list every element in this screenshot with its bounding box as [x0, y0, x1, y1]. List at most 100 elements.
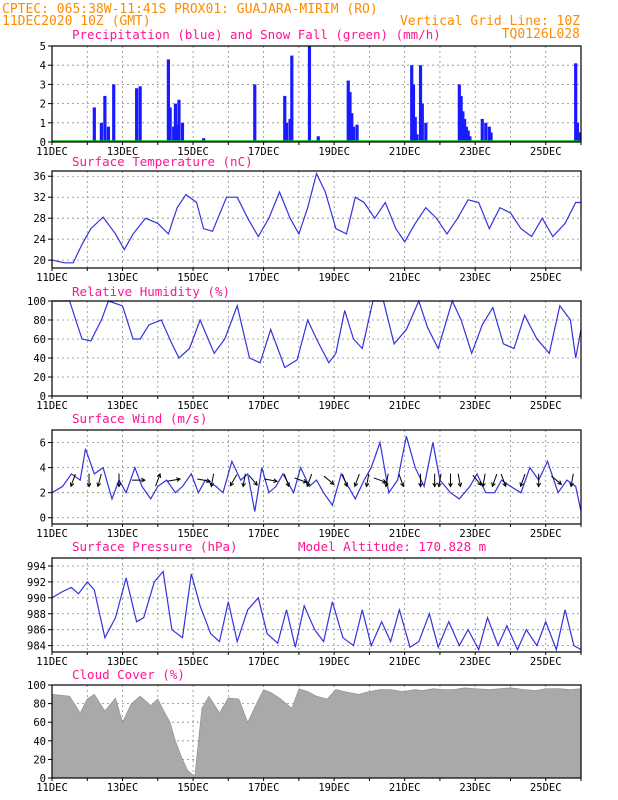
precip-bar	[457, 84, 461, 142]
precip-bar	[351, 126, 356, 142]
precip-bar	[420, 103, 424, 142]
wind-arrow-head	[69, 482, 75, 488]
wind-arrow	[432, 473, 437, 488]
x-tick-label: 23DEC	[459, 782, 491, 794]
wind-arrow-head	[229, 481, 235, 487]
precip-bar	[355, 124, 359, 142]
y-tick-label: 988	[27, 609, 46, 621]
y-tick-label: 984	[27, 641, 46, 653]
y-tick-label: 0	[40, 513, 46, 525]
x-tick-label: 23DEC	[459, 146, 491, 158]
wind-arrow	[131, 477, 146, 483]
x-tick-label: 17DEC	[248, 528, 280, 540]
wind-arrow-head	[400, 482, 405, 488]
x-tick-label: 19DEC	[318, 656, 350, 668]
wind-arrow	[283, 473, 290, 488]
panel-2: Surface Temperature (nC) 20 24 28 32 36 11DEC 1…	[33, 154, 582, 284]
wind-arrow	[342, 473, 349, 488]
x-tick-label: 17DEC	[248, 146, 280, 158]
header-location: CPTEC: 065:38W-11:41S PROX01: GUAJARA-MI…	[2, 2, 378, 17]
precip-bar	[307, 46, 312, 142]
y-tick-label: 40	[33, 353, 46, 365]
precip-bar	[415, 134, 419, 142]
x-tick-label: 11DEC	[36, 782, 68, 794]
wind-arrow	[551, 475, 563, 485]
wind-arrow	[398, 473, 405, 488]
precip-bar	[463, 118, 467, 142]
y-tick-label: 20	[33, 754, 46, 766]
wind-arrow-shaft	[210, 473, 215, 487]
panel-frame	[51, 45, 582, 143]
wind-arrow-head	[96, 482, 102, 488]
precip-bar	[410, 65, 414, 142]
y-tick-label: 60	[33, 334, 46, 346]
wind-arrow-shaft	[342, 473, 348, 487]
y-tick-label: 80	[33, 699, 46, 711]
panel-title: Precipitation (blue) and Snow Fall (gree…	[72, 27, 441, 42]
wind-arrow-shaft	[438, 473, 442, 487]
wind-arrow	[264, 478, 279, 484]
wind-arrow-shaft	[197, 478, 211, 482]
wind-arrow-head	[519, 482, 524, 488]
wind-arrow-shaft	[264, 478, 278, 482]
precip-bar	[466, 130, 470, 142]
panel-title: Surface Pressure (hPa)	[72, 539, 238, 554]
precip-bar	[283, 95, 287, 142]
precip-bar	[459, 95, 463, 142]
x-tick-label: 19DEC	[318, 146, 350, 158]
precip-bar	[348, 92, 352, 142]
x-tick-label: 19DEC	[318, 400, 350, 412]
wind-arrow-head	[481, 482, 486, 488]
precip-bar	[112, 84, 116, 142]
y-tick-label: 6	[40, 438, 46, 450]
y-tick-label: 1	[40, 118, 46, 130]
x-tick-label: 15DEC	[177, 146, 209, 158]
wind-arrow-head	[241, 482, 246, 488]
precip-bar	[316, 136, 320, 142]
wind-arrow-shaft	[385, 473, 389, 487]
wind-arrow-shaft	[155, 473, 161, 487]
y-tick-label: 2	[40, 488, 46, 500]
panel-5: Surface Pressure (hPa) Model Altitude: 17…	[27, 539, 582, 668]
wind-arrow	[86, 473, 92, 488]
header: CPTEC: 065:38W-11:41S PROX01: GUAJARA-MI…	[2, 2, 580, 42]
x-tick-label: 21DEC	[389, 656, 421, 668]
wind-arrow	[373, 477, 388, 484]
x-tick-label: 19DEC	[318, 528, 350, 540]
wind-arrow-head	[437, 482, 442, 488]
x-tick-label: 25DEC	[530, 272, 562, 284]
x-tick-label: 17DEC	[248, 400, 280, 412]
wind-arrow	[364, 473, 370, 488]
wind-arrow-head	[384, 482, 389, 488]
wind-arrow-head	[457, 482, 463, 488]
wind-arrow-shaft	[491, 473, 498, 487]
wind-arrow-head	[502, 482, 507, 488]
x-tick-label: 23DEC	[459, 528, 491, 540]
wind-arrow-head	[206, 478, 212, 484]
series-line	[51, 171, 581, 264]
wind-arrow-shaft	[457, 473, 461, 487]
wind-arrow	[229, 474, 238, 487]
wind-arrow-shaft	[570, 473, 574, 487]
wind-arrow	[323, 475, 335, 485]
wind-arrow	[519, 473, 526, 488]
wind-arrow	[437, 473, 442, 488]
y-tick-label: 0	[40, 137, 46, 149]
precip-bar	[180, 122, 185, 142]
wind-arrow-shaft	[366, 473, 370, 487]
x-tick-label: 25DEC	[530, 400, 562, 412]
precip-bar	[468, 136, 472, 142]
wind-arrow-head	[353, 482, 359, 488]
wind-arrow-head	[176, 477, 182, 482]
wind-arrow-shaft	[294, 477, 307, 483]
y-tick-label: 0	[40, 391, 46, 403]
precip-bar	[489, 132, 493, 142]
wind-arrow	[241, 473, 246, 488]
x-tick-label: 25DEC	[530, 782, 562, 794]
y-tick-label: 0	[40, 773, 46, 785]
wind-arrow-head	[343, 482, 349, 488]
wind-arrow-head	[477, 481, 482, 486]
x-tick-label: 23DEC	[459, 656, 491, 668]
wind-arrow	[448, 473, 453, 488]
x-tick-label: 11DEC	[36, 272, 68, 284]
